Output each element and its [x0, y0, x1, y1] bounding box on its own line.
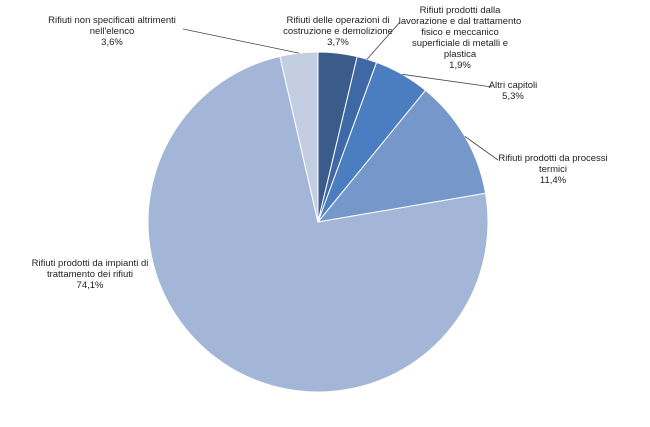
value-label: 5,3%	[502, 91, 524, 102]
value-label: 11,4%	[539, 175, 567, 186]
value-label: 3,6%	[101, 37, 123, 48]
leader-line	[402, 73, 493, 88]
category-name: Rifiuti prodotti da processi termici	[498, 153, 608, 175]
leader-line	[464, 136, 499, 161]
value-label: 74,1%	[76, 280, 104, 291]
category-name: Rifiuti non specificati altrimenti nell'…	[48, 15, 176, 37]
slice-label: Altri capitoli 5,3%	[483, 80, 543, 102]
slice-label: Rifiuti non specificati altrimenti nell'…	[45, 15, 180, 48]
category-name: Rifiuti prodotti dalla lavorazione e dal…	[398, 5, 522, 60]
slice-label: Rifiuti prodotti da processi termici 11,4…	[491, 153, 616, 186]
value-label: 3,7%	[327, 37, 349, 48]
category-name: Rifiuti delle operazioni di costruzione …	[283, 15, 393, 37]
category-name: Altri capitoli	[488, 80, 538, 91]
slice-label: Rifiuti delle operazioni di costruzione …	[281, 15, 396, 48]
category-name: Rifiuti prodotti da impianti di trattame…	[31, 258, 149, 280]
leader-line	[366, 21, 401, 60]
leader-line	[182, 28, 299, 54]
slice-label: Rifiuti prodotti da impianti di trattame…	[20, 258, 160, 291]
slice-label: Rifiuti prodotti dalla lavorazione e dal…	[398, 5, 523, 71]
pie-slice	[147, 55, 489, 393]
value-label: 1,9%	[449, 60, 471, 71]
